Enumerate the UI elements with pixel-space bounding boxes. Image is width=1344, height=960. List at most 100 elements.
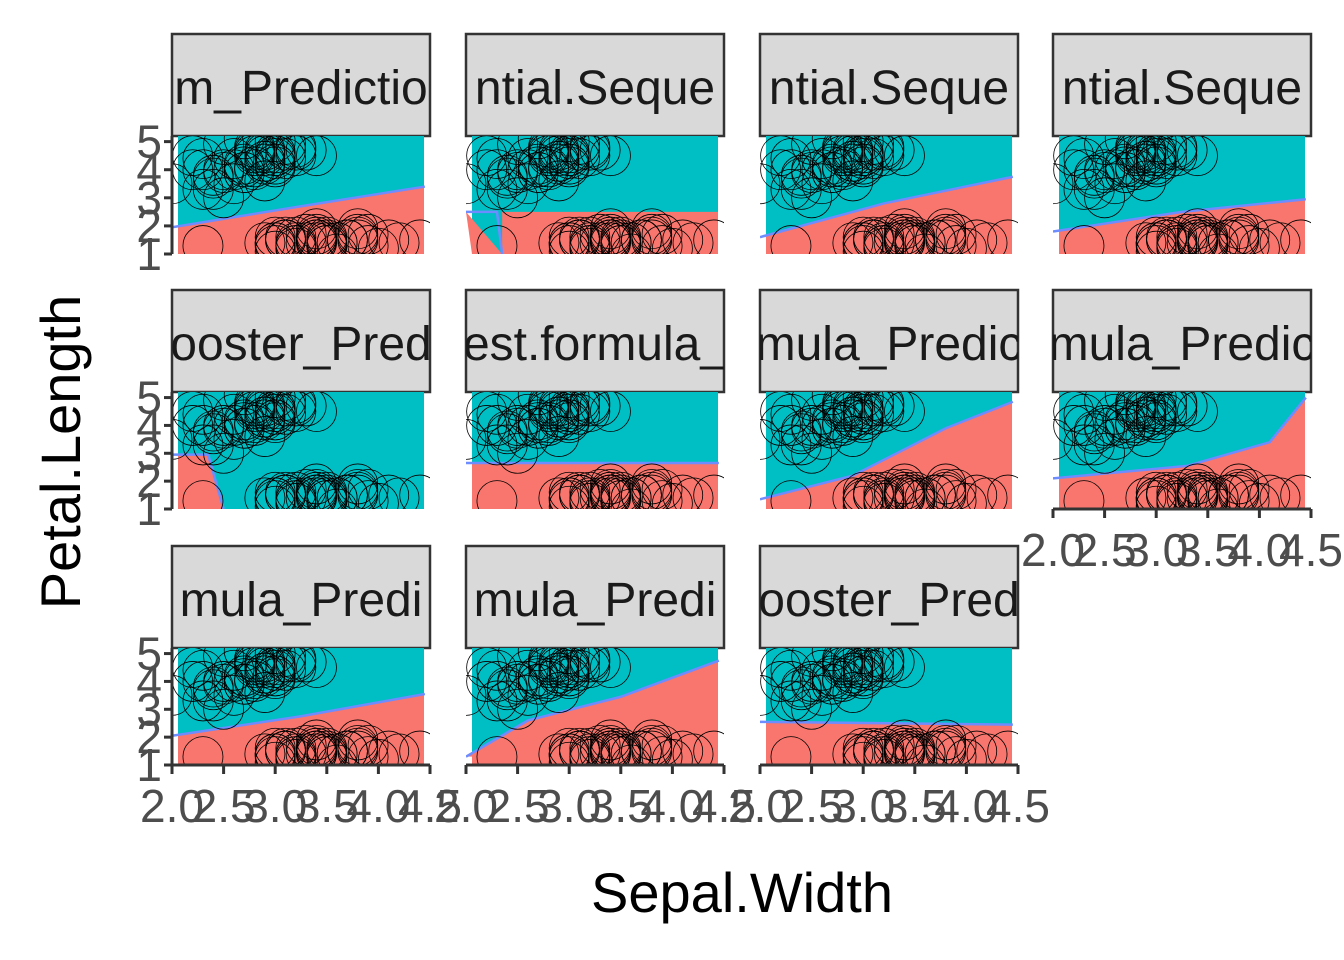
data-point [507, 405, 549, 446]
data-point [801, 674, 843, 716]
data-point [347, 469, 389, 509]
facet-strip-label: ntial.Seque [475, 62, 715, 115]
data-point [213, 149, 255, 191]
data-point [497, 432, 538, 474]
facet-strip-label: est.formula_ [463, 318, 728, 371]
facet-panel: ntial.Seque [1051, 32, 1313, 254]
y-tick-label: 3 [136, 683, 162, 735]
data-point [476, 393, 518, 435]
data-point [842, 392, 884, 430]
data-points [760, 392, 1018, 509]
data-point [192, 413, 234, 455]
data-point [538, 733, 580, 765]
data-point [1053, 418, 1074, 460]
data-point [842, 392, 884, 418]
decision-boundary [172, 453, 225, 509]
data-point [507, 661, 549, 702]
data-point [497, 177, 538, 219]
data-point [863, 727, 905, 765]
data-point [925, 719, 967, 761]
data-point [507, 149, 549, 191]
data-point [842, 733, 884, 765]
data-point [528, 658, 569, 700]
facet-plot-area [1053, 392, 1311, 509]
data-point [770, 405, 812, 446]
data-point [285, 469, 327, 509]
data-point [1187, 471, 1229, 509]
facet-strip-label: ntial.Seque [769, 62, 1009, 115]
data-point [244, 733, 286, 765]
data-point [275, 733, 317, 765]
data-point [1228, 469, 1270, 509]
facet-strip [758, 544, 1020, 650]
data-point [1094, 405, 1136, 446]
facet-plot-area [172, 392, 430, 509]
data-point [254, 222, 296, 254]
data-point [497, 661, 538, 702]
data-point [925, 471, 967, 509]
data-point [600, 471, 642, 509]
data-point [770, 168, 812, 210]
y-tick-label: 2 [136, 711, 162, 763]
data-point [213, 405, 255, 446]
y-axis-title: Petal.Length [29, 295, 92, 609]
data-point [316, 488, 358, 509]
y-tick-label: 4 [136, 399, 162, 451]
data-point [832, 672, 874, 713]
data-point [306, 727, 348, 765]
data-point [1063, 405, 1105, 446]
data-point [1135, 136, 1177, 174]
data-point [507, 418, 549, 460]
data-point [285, 733, 327, 765]
data-point [641, 213, 683, 254]
data-point [327, 730, 368, 765]
data-point [842, 136, 884, 163]
data-point [476, 680, 518, 722]
data-point [548, 392, 590, 418]
region-b [172, 454, 424, 509]
data-point [275, 471, 317, 509]
data-point [538, 672, 580, 713]
data-point [1094, 393, 1136, 435]
x-tick-label: 4.0 [1227, 524, 1291, 576]
data-point [1259, 477, 1301, 509]
data-point [873, 733, 915, 765]
data-point [213, 674, 255, 716]
facet-strip [170, 544, 432, 650]
data-point [842, 222, 884, 254]
data-point [760, 149, 802, 191]
data-point [466, 418, 487, 460]
x-tick-label: 4.5 [986, 780, 1050, 832]
data-point [497, 648, 538, 677]
decision-boundary [1053, 396, 1307, 480]
data-point [1135, 392, 1177, 418]
data-point [559, 219, 600, 254]
facet-strip [464, 32, 726, 138]
data-point [1177, 392, 1218, 432]
data-point [1135, 222, 1177, 254]
data-point [987, 219, 1018, 254]
x-tick-label: 4.5 [692, 780, 756, 832]
data-point [234, 392, 275, 424]
data-point [801, 661, 843, 702]
data-point [884, 648, 925, 688]
y-tick-label: 3 [136, 172, 162, 224]
data-point [842, 727, 884, 765]
data-point [915, 219, 956, 254]
y-tick-label: 1 [136, 739, 162, 791]
data-point [842, 471, 884, 509]
x-tick-label: 2.5 [192, 780, 256, 832]
data-point [244, 652, 286, 694]
data-point [1249, 474, 1291, 509]
data-point [1218, 471, 1260, 509]
data-point [873, 222, 915, 254]
data-point [172, 163, 193, 205]
facet-strip-label: ntial.Seque [1062, 62, 1302, 115]
data-point [1218, 463, 1260, 505]
data-point [316, 233, 358, 254]
data-point [347, 736, 389, 765]
x-tick-label: 2.5 [780, 780, 844, 832]
data-point [1197, 488, 1239, 509]
data-point [600, 216, 642, 254]
data-point [1063, 480, 1105, 509]
